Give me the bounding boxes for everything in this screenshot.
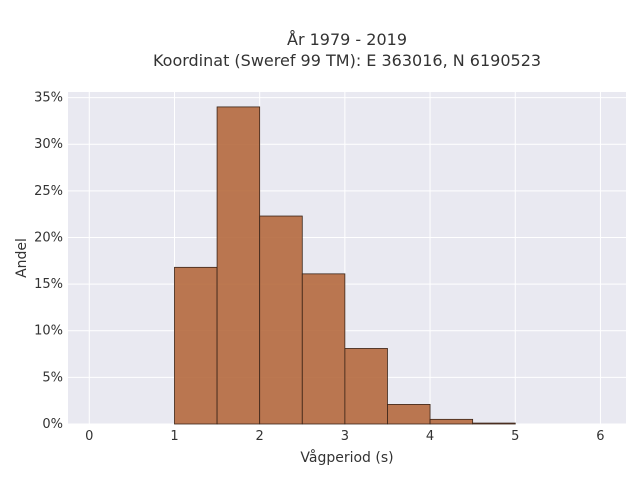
histogram-bar bbox=[216, 106, 261, 425]
y-tick-label: 5% bbox=[42, 370, 63, 385]
y-tick-label: 25% bbox=[34, 184, 63, 199]
x-tick-label: 5 bbox=[511, 429, 519, 444]
chart-title-line-2: Koordinat (Sweref 99 TM): E 363016, N 61… bbox=[153, 51, 541, 70]
x-axis-label: Vågperiod (s) bbox=[300, 449, 393, 466]
y-tick-label: 15% bbox=[34, 277, 63, 292]
y-tick-label: 35% bbox=[34, 91, 63, 106]
histogram-bar bbox=[387, 404, 431, 425]
y-tick-label: 0% bbox=[42, 417, 63, 432]
x-tick-label: 4 bbox=[426, 429, 434, 444]
x-tick-label: 6 bbox=[596, 429, 604, 444]
x-tick-label: 3 bbox=[341, 429, 349, 444]
bars bbox=[174, 106, 516, 425]
x-tick-label: 0 bbox=[85, 429, 93, 444]
x-tick-label: 1 bbox=[170, 429, 178, 444]
histogram-bar bbox=[344, 348, 388, 425]
x-tick-label: 2 bbox=[256, 429, 264, 444]
histogram-bar bbox=[301, 273, 346, 425]
histogram-bar bbox=[259, 215, 303, 425]
y-axis-ticks: 0% 5% 10% 15% 20% 25% 30% 35% bbox=[34, 91, 63, 432]
y-tick-label: 30% bbox=[34, 137, 63, 152]
y-axis-label: Andel bbox=[14, 238, 30, 278]
y-tick-label: 10% bbox=[34, 324, 63, 339]
chart-title-line-1: År 1979 - 2019 bbox=[287, 30, 407, 49]
histogram-bar bbox=[472, 422, 516, 425]
y-tick-label: 20% bbox=[34, 230, 63, 245]
x-axis-ticks: 0 1 2 3 4 5 6 bbox=[85, 429, 604, 444]
histogram-bar bbox=[429, 418, 474, 425]
histogram-bar bbox=[174, 266, 218, 425]
